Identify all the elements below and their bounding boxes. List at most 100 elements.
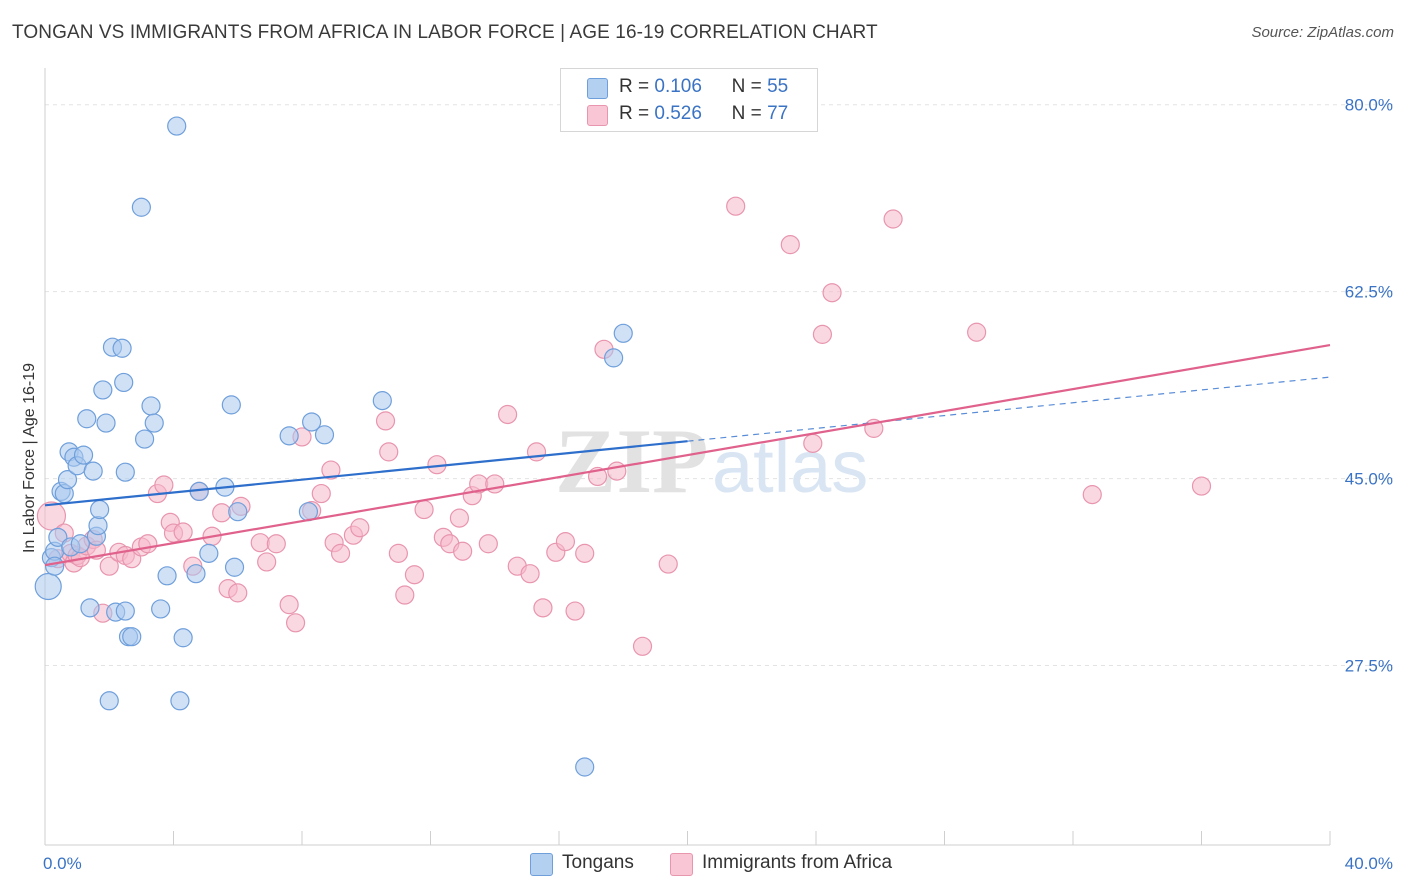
immigrants-point <box>967 322 987 342</box>
legend-n-label: N = <box>731 76 762 97</box>
immigrants-point <box>36 501 67 531</box>
tongans-point <box>80 598 100 618</box>
tongans-point <box>131 197 151 217</box>
legend-r-value-immigrants: 0.526 <box>654 103 702 124</box>
immigrants-point <box>803 433 823 453</box>
immigrants-point <box>1191 476 1212 496</box>
legend-label-tongans: Tongans <box>562 852 634 873</box>
immigrants-point <box>632 636 653 656</box>
tongans-point <box>228 502 248 522</box>
immigrants-point <box>228 583 248 603</box>
immigrants-point <box>395 585 415 605</box>
y-tick-label: 27.5% <box>1345 657 1393 676</box>
tongans-point <box>48 527 68 547</box>
immigrants-point <box>533 598 553 618</box>
y-tick-label: 62.5% <box>1345 283 1393 302</box>
tongans-point <box>173 628 193 648</box>
immigrants-point <box>575 543 595 563</box>
tongans-point <box>115 601 135 621</box>
tongans-point <box>151 599 171 619</box>
immigrants-point <box>321 460 341 480</box>
tongans-point <box>279 426 299 446</box>
immigrants-trend-line <box>44 343 1331 567</box>
immigrants-point <box>375 411 396 431</box>
tongans-point <box>144 413 164 433</box>
immigrants-point <box>173 522 193 542</box>
tongans-point <box>302 412 322 432</box>
immigrants-point <box>138 534 158 554</box>
y-tick-label: 45.0% <box>1345 470 1393 489</box>
tongans-point <box>115 462 135 482</box>
immigrants-point <box>311 483 331 504</box>
immigrants-point <box>658 554 678 574</box>
y-tick-labels: 27.5% 45.0% 62.5% 80.0% <box>1345 96 1393 676</box>
tongans-point <box>96 413 116 433</box>
tongans-point <box>90 499 110 520</box>
tongans-point <box>314 425 335 445</box>
x-tick-label-min: 0.0% <box>43 854 82 873</box>
immigrants-point <box>478 534 498 554</box>
tongans-point <box>613 323 633 343</box>
legend-n-label: N = <box>731 103 762 124</box>
immigrants-point <box>212 503 232 523</box>
tongans-point <box>170 691 190 711</box>
tongans-point <box>88 515 108 536</box>
tongans-point <box>77 409 97 429</box>
watermark: ZIP atlas <box>555 410 868 512</box>
watermark-zip: ZIP <box>555 410 708 512</box>
immigrants-point <box>526 442 547 462</box>
immigrants-point <box>498 404 518 425</box>
tongans-point <box>122 627 142 647</box>
legend-swatch-tongans <box>587 78 608 99</box>
legend-r-value-tongans: 0.106 <box>654 76 702 97</box>
x-tick-labels: 0.0% 40.0% <box>43 854 1393 873</box>
immigrants-point <box>414 499 434 520</box>
source-label: Source: ZipAtlas.com <box>1251 24 1394 41</box>
tongans-point <box>93 380 113 400</box>
immigrants-point <box>279 595 299 615</box>
y-tick-label: 80.0% <box>1345 96 1393 115</box>
immigrants-point <box>449 508 470 528</box>
immigrants-point <box>99 556 119 576</box>
tongans-trend-extension <box>687 376 1331 442</box>
x-tick-label-max: 40.0% <box>1345 854 1393 873</box>
tongans-point <box>604 348 624 368</box>
tongans-point <box>372 391 392 411</box>
immigrants-point <box>607 461 627 481</box>
legend-n-value-tongans: 55 <box>767 76 789 97</box>
immigrants-point <box>330 543 351 563</box>
legend-swatch-immigrants <box>670 853 693 876</box>
immigrants-point <box>520 564 540 584</box>
tongans-point <box>73 445 94 465</box>
legend-r-label: R = <box>619 76 650 97</box>
immigrants-point <box>565 601 585 621</box>
y-axis-title: In Labor Force | Age 16-19 <box>21 363 38 553</box>
immigrants-point <box>350 518 370 538</box>
tongans-point <box>114 372 134 393</box>
legend-r-label: R = <box>619 103 650 124</box>
immigrants-point <box>780 235 800 255</box>
immigrants-point <box>453 541 473 561</box>
immigrants-point <box>379 442 399 462</box>
legend-swatch-immigrants <box>587 105 608 126</box>
immigrants-point <box>812 324 833 344</box>
immigrants-point <box>250 533 270 553</box>
tongans-point <box>186 564 206 584</box>
tongans-point <box>83 461 103 481</box>
tongans-point <box>141 396 161 416</box>
correlation-legend: R = 0.106 N = 55 R = 0.526 N = 77 <box>560 68 818 132</box>
tongans-point <box>199 543 219 563</box>
tongans-trend-line <box>44 440 688 507</box>
tongans-point <box>70 534 90 554</box>
series-tongans-points <box>34 116 633 777</box>
legend-swatch-tongans <box>530 853 553 876</box>
immigrants-point <box>726 196 746 216</box>
tongans-point <box>221 395 241 415</box>
tongans-point <box>57 470 78 490</box>
tongans-point <box>134 429 155 449</box>
axes <box>44 68 1331 846</box>
immigrants-point <box>285 613 306 633</box>
tongans-point <box>99 691 119 711</box>
trend-lines <box>44 343 1331 567</box>
